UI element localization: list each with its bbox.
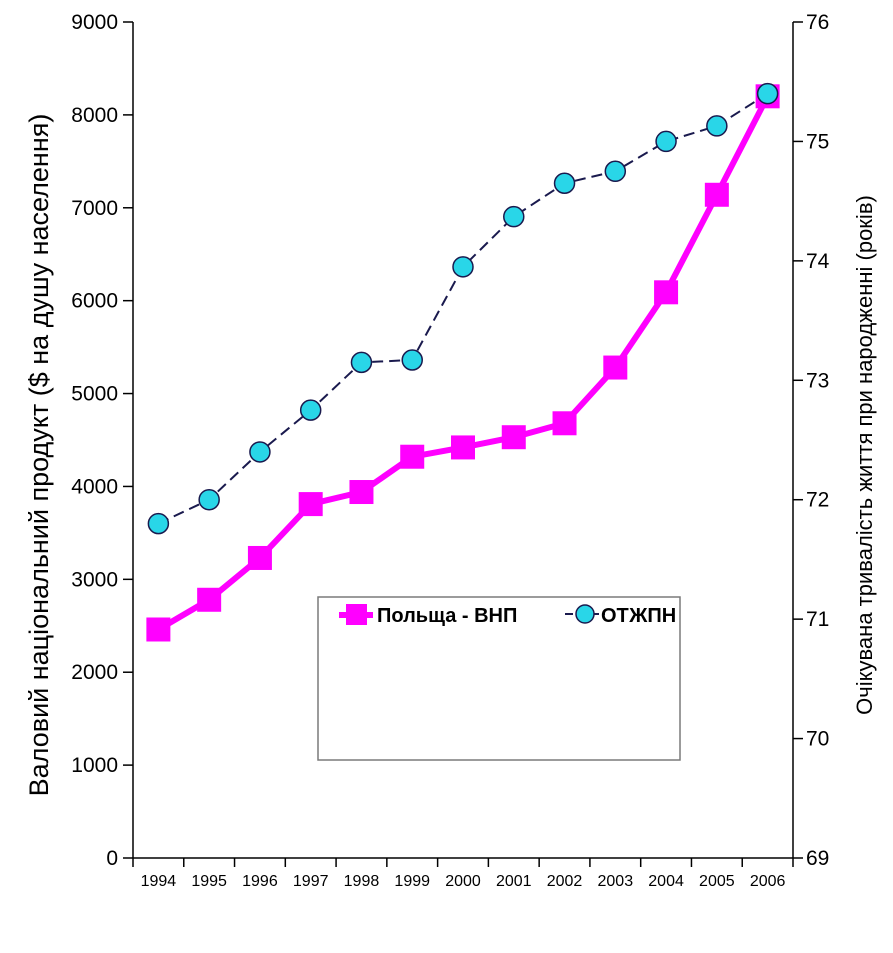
- gnp-point: [400, 444, 425, 469]
- x-tick-label: 1995: [191, 873, 227, 890]
- x-tick-label: 2000: [445, 873, 481, 890]
- axes: [132, 22, 794, 859]
- life-expectancy-point: [756, 82, 779, 105]
- right-tick-label: 71: [806, 608, 829, 631]
- right-tick-label: 75: [806, 130, 829, 153]
- legend: Польща - ВНП ОТЖПН: [317, 596, 681, 761]
- left-tick-label: 8000: [71, 104, 118, 127]
- series-life-expectancy: [147, 82, 779, 535]
- legend-life-label: ОТЖПН: [601, 605, 676, 627]
- right-tick-label: 69: [806, 847, 829, 870]
- left-axis-title: Валовий національний продукт ($ на душу …: [24, 114, 54, 797]
- x-tick-label: 2003: [598, 873, 634, 890]
- gnp-point: [501, 425, 526, 450]
- life-expectancy-point: [299, 399, 322, 421]
- x-tick-label: 1999: [394, 873, 430, 890]
- gnp-point: [451, 435, 475, 460]
- life-expectancy-point: [350, 351, 373, 374]
- left-tick-label: 0: [106, 847, 118, 870]
- life-expectancy-point: [452, 256, 474, 278]
- right-axis-title: Очікувана тривалість життя при народженн…: [852, 195, 877, 715]
- legend-box: [317, 596, 681, 761]
- life-expectancy-point: [401, 349, 423, 371]
- life-expectancy-point: [249, 441, 271, 463]
- x-tick-label: 1996: [242, 873, 278, 890]
- right-tick-label: 74: [806, 250, 830, 273]
- life-expectancy-point: [655, 130, 677, 153]
- gnp-point: [654, 280, 679, 305]
- right-tick-label: 73: [806, 369, 829, 392]
- life-expectancy-point: [198, 488, 220, 511]
- left-tick-label: 3000: [71, 568, 118, 591]
- x-tick-label: 2002: [547, 873, 583, 890]
- right-axis-ticks: 69 70 71 72 73 74 75 76: [793, 11, 830, 870]
- gnp-point: [197, 587, 222, 612]
- life-expectancy-point: [604, 160, 627, 183]
- x-tick-label: 1998: [344, 873, 380, 890]
- life-expectancy-point: [147, 512, 170, 535]
- x-axis-ticks: 1994 1995 1996 1997 1998 1999 2000 2001 2002 2003…: [132, 858, 794, 890]
- gnp-point: [247, 545, 272, 570]
- left-tick-label: 6000: [71, 290, 118, 313]
- x-tick-label: 2005: [699, 873, 735, 890]
- left-tick-label: 1000: [71, 754, 118, 777]
- legend-gnp-marker: [346, 604, 367, 625]
- x-tick-label: 2001: [496, 873, 532, 890]
- legend-life-marker: [575, 604, 595, 624]
- life-expectancy-point: [706, 115, 728, 137]
- right-tick-label: 76: [806, 11, 829, 34]
- left-tick-label: 5000: [71, 383, 118, 406]
- left-axis-ticks: 0 1000 2000 3000 4000 5000 6000 7000 8000 9000: [71, 11, 133, 870]
- series-gnp: [146, 84, 780, 642]
- left-tick-label: 2000: [71, 661, 118, 684]
- gnp-point: [298, 492, 323, 517]
- left-tick-label: 9000: [71, 11, 118, 34]
- life-expectancy-point: [553, 172, 576, 194]
- x-tick-label: 1997: [293, 873, 329, 890]
- left-tick-label: 7000: [71, 197, 118, 220]
- gnp-point: [704, 182, 729, 207]
- gnp-point: [349, 480, 374, 505]
- right-tick-label: 72: [806, 489, 829, 512]
- x-tick-label: 2004: [648, 873, 684, 890]
- gnp-point: [603, 355, 628, 380]
- life-expectancy-point: [503, 205, 525, 228]
- gnp-point: [146, 617, 171, 642]
- x-tick-label: 2006: [750, 873, 786, 890]
- gnp-point: [552, 411, 577, 436]
- x-tick-label: 1994: [141, 873, 177, 890]
- left-tick-label: 4000: [71, 475, 118, 498]
- legend-gnp-label: Польща - ВНП: [377, 605, 517, 627]
- right-tick-label: 70: [806, 728, 829, 751]
